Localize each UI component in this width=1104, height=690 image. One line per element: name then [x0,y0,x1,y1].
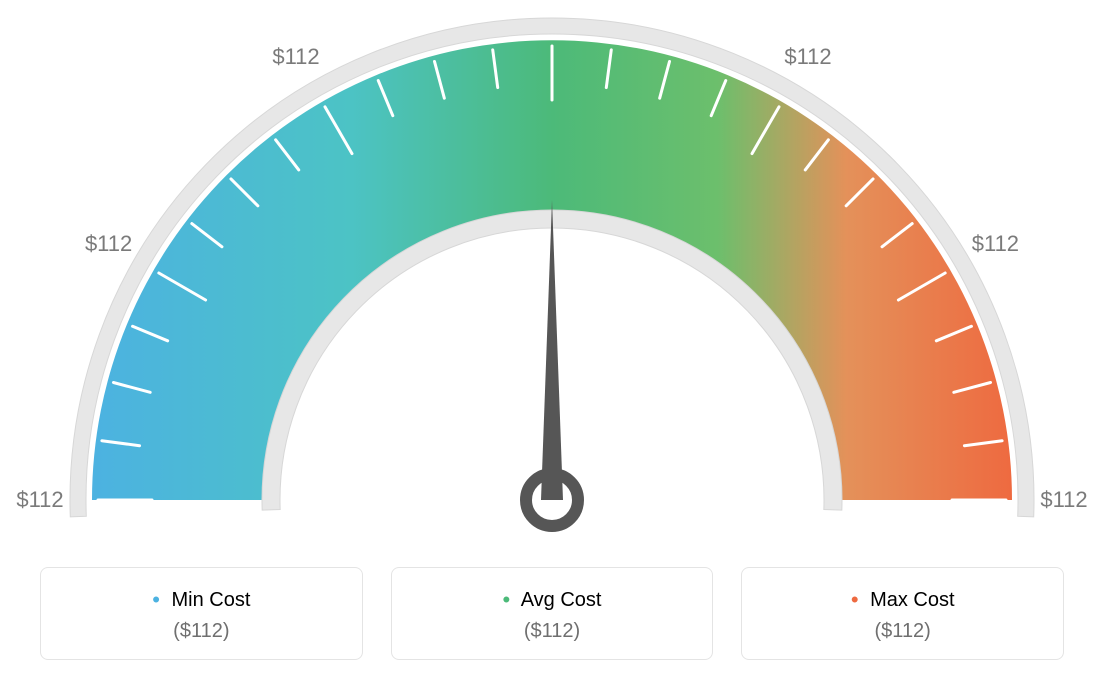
gauge-tick-label: $112 [528,0,575,1]
legend-row: • Min Cost ($112) • Avg Cost ($112) • Ma… [40,567,1064,660]
legend-title-avg: • Avg Cost [402,586,703,612]
gauge-tick-label: $112 [272,44,319,70]
legend-card-min: • Min Cost ($112) [40,567,363,660]
gauge-svg [0,0,1104,560]
gauge-tick-label: $112 [1040,487,1087,513]
legend-label: Max Cost [870,589,954,611]
gauge-area: $112 $112 $112 $112 $112 $112 $112 [0,0,1104,560]
gauge-tick-label: $112 [784,44,831,70]
legend-label: Min Cost [172,589,251,611]
gauge-tick-label: $112 [85,231,132,257]
dot-icon: • [503,587,511,612]
dot-icon: • [851,587,859,612]
legend-value-max: ($112) [752,620,1053,643]
legend-title-max: • Max Cost [752,586,1053,612]
gauge-tick-label: $112 [972,231,1019,257]
legend-value-avg: ($112) [402,620,703,643]
legend-card-max: • Max Cost ($112) [741,567,1064,660]
legend-card-avg: • Avg Cost ($112) [391,567,714,660]
legend-title-min: • Min Cost [51,586,352,612]
legend-value-min: ($112) [51,620,352,643]
dot-icon: • [152,587,160,612]
cost-gauge-chart: { "gauge": { "type": "gauge", "center_x"… [0,0,1104,690]
gauge-tick-label: $112 [16,487,63,513]
legend-label: Avg Cost [521,589,602,611]
